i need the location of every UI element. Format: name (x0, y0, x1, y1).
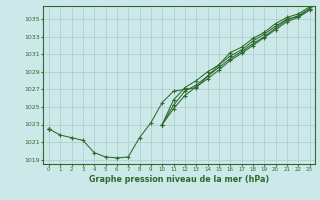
X-axis label: Graphe pression niveau de la mer (hPa): Graphe pression niveau de la mer (hPa) (89, 175, 269, 184)
